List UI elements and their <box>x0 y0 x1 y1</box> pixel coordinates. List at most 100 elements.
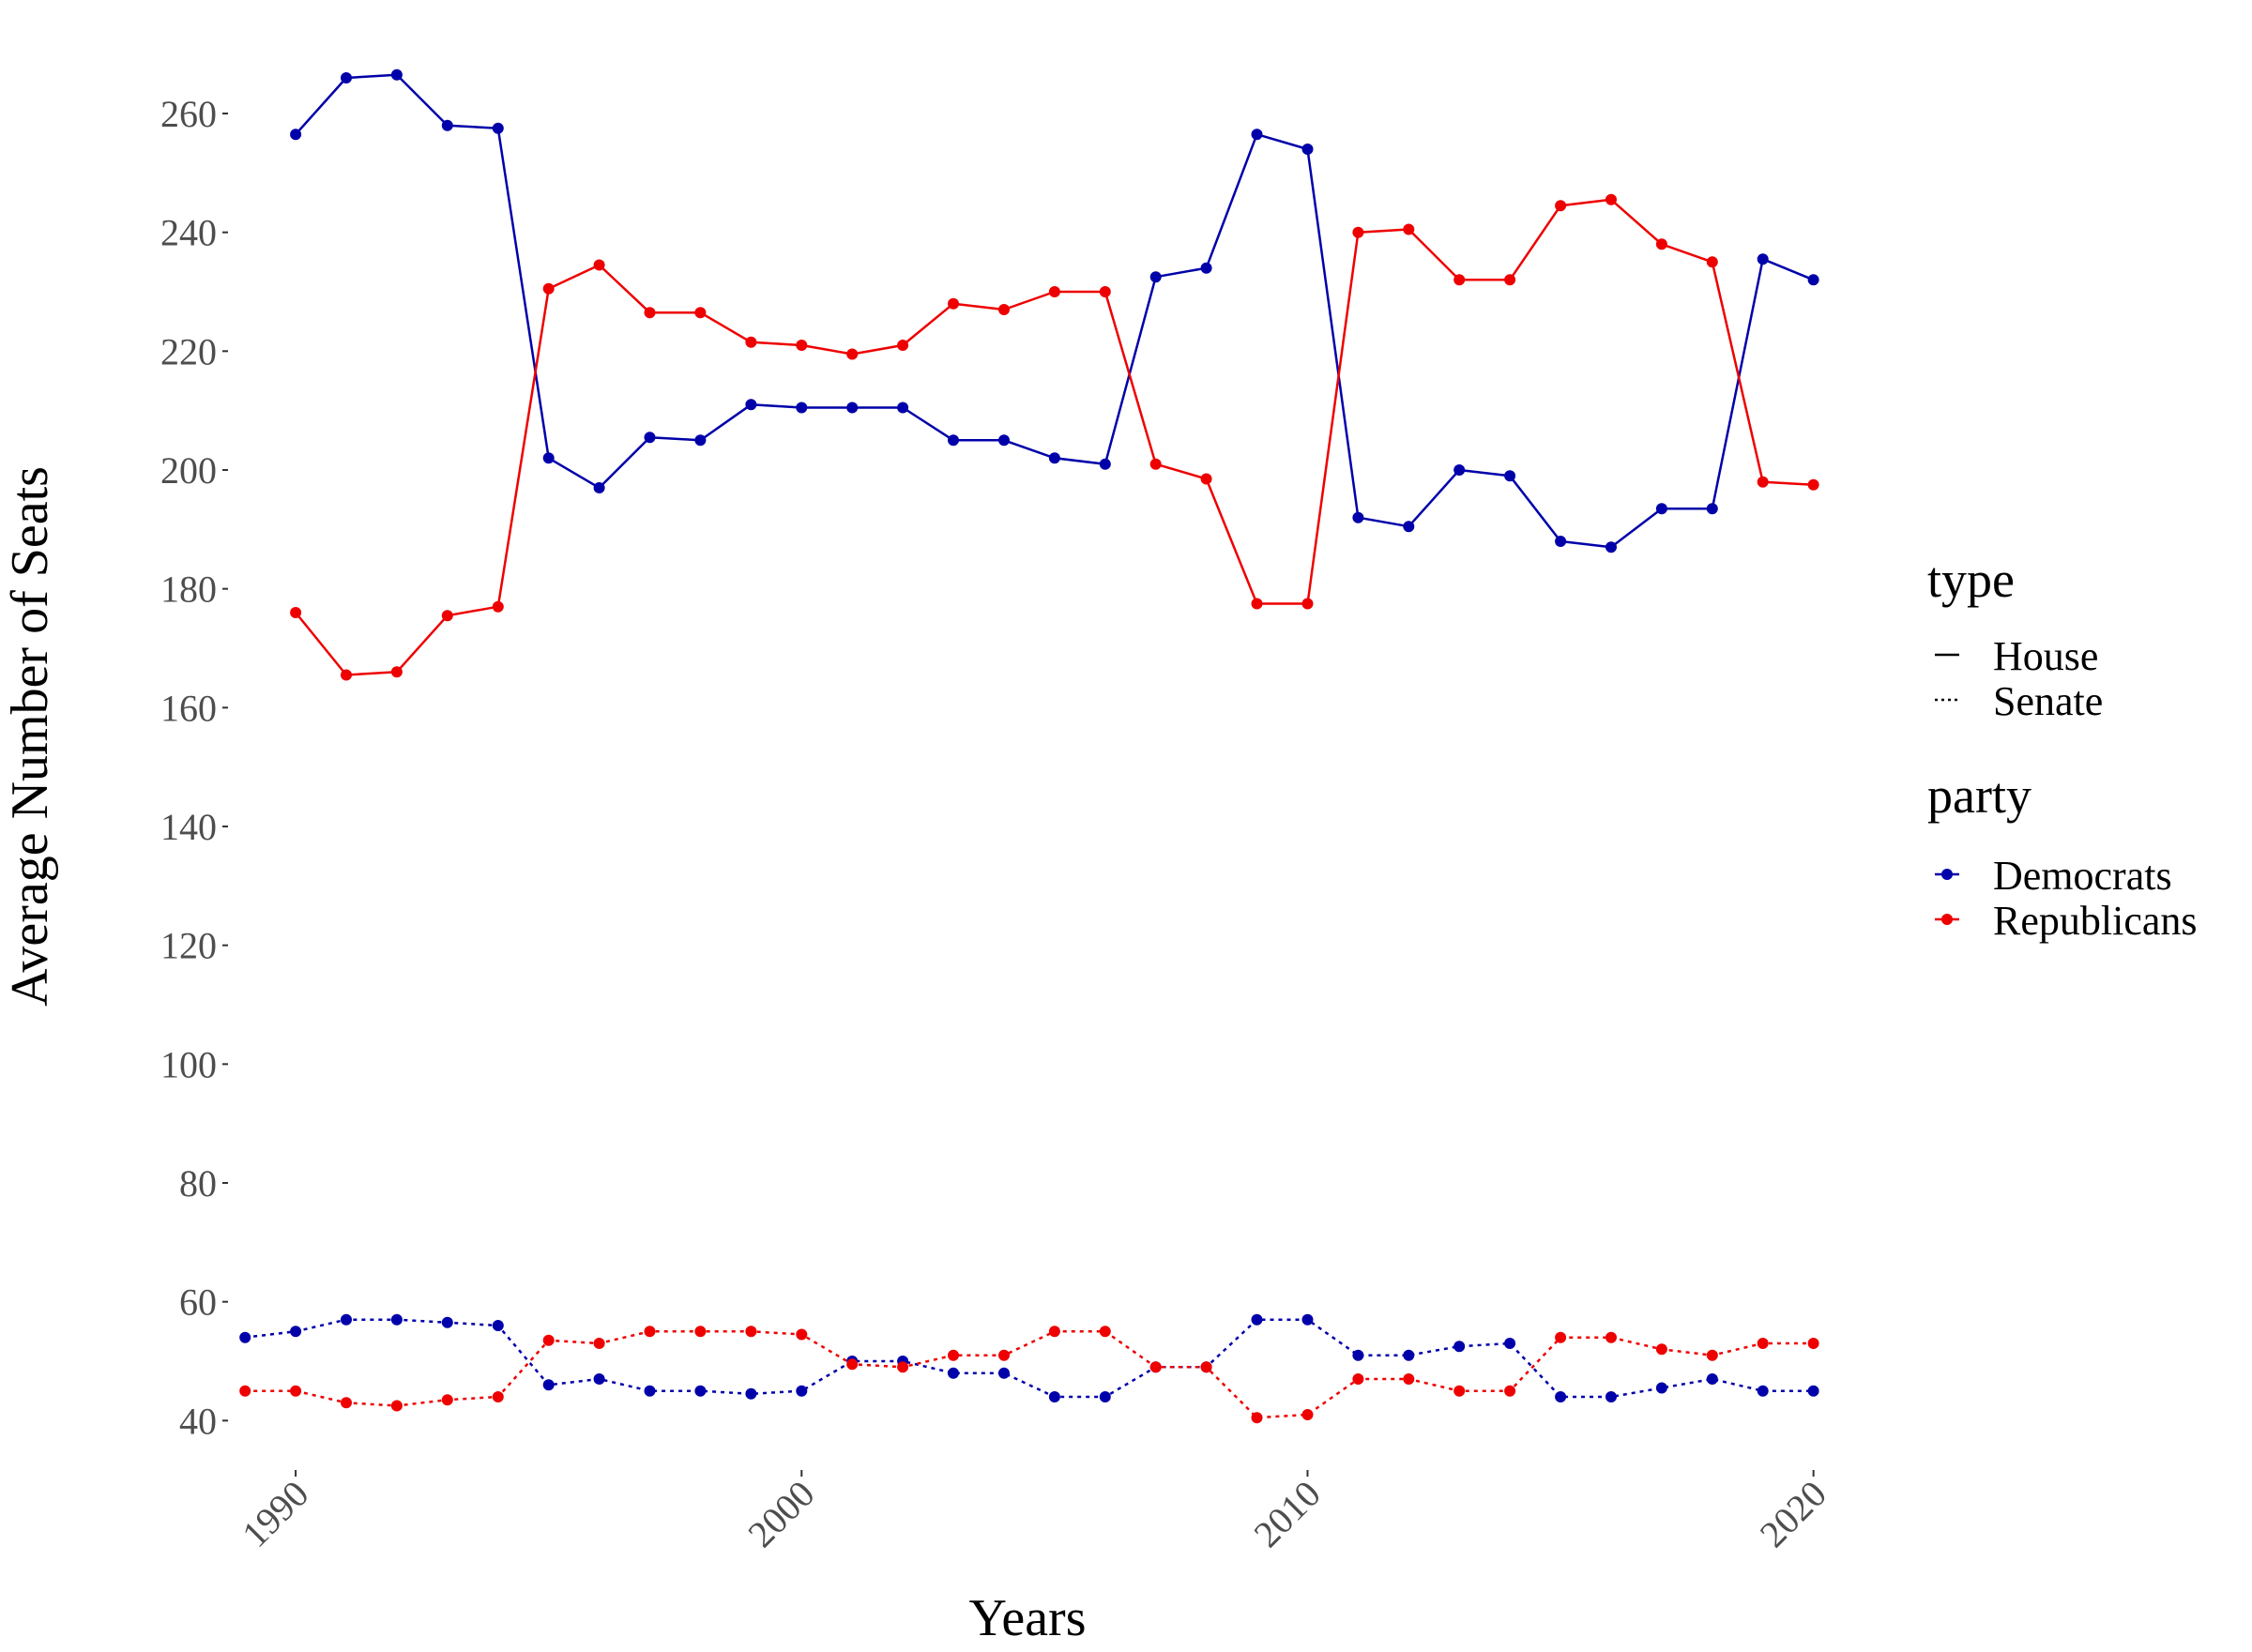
data-point-democrats-house <box>441 119 453 131</box>
data-point-democrats-senate <box>593 1373 605 1385</box>
data-point-republicans-house <box>1301 598 1314 610</box>
y-tick-label: 120 <box>160 925 217 967</box>
y-tick-label: 60 <box>179 1281 217 1324</box>
data-point-republicans-house <box>1048 286 1060 297</box>
data-point-democrats-senate <box>1504 1338 1516 1349</box>
data-point-democrats-senate <box>341 1313 352 1326</box>
data-point-republicans-house <box>1757 476 1769 488</box>
data-point-democrats-house <box>1403 521 1415 533</box>
data-point-republicans-senate <box>1555 1331 1567 1343</box>
data-point-republicans-senate <box>998 1349 1010 1361</box>
data-point-democrats-senate <box>1048 1391 1060 1402</box>
data-point-democrats-senate <box>998 1367 1010 1379</box>
data-point-republicans-senate <box>390 1400 403 1412</box>
legend-label-republicans: Republicans <box>1993 898 2198 944</box>
data-point-republicans-senate <box>1453 1385 1466 1397</box>
data-point-democrats-senate <box>1251 1313 1263 1326</box>
data-point-democrats-senate <box>390 1313 403 1326</box>
series-line-republicans-house <box>295 198 1814 676</box>
series-line-democrats-house <box>295 73 1815 549</box>
data-point-republicans-senate <box>239 1385 251 1397</box>
data-point-republicans-house <box>1706 256 1718 268</box>
data-point-democrats-senate <box>644 1385 656 1397</box>
data-point-republicans-senate <box>1757 1338 1769 1349</box>
data-point-republicans-senate <box>341 1397 352 1409</box>
data-point-republicans-house <box>1352 226 1364 238</box>
data-point-democrats-senate <box>1605 1391 1617 1402</box>
data-point-democrats-house <box>390 68 403 81</box>
data-point-republicans-senate <box>796 1328 808 1341</box>
x-tick-label: 1990 <box>234 1473 316 1555</box>
data-point-republicans-senate <box>644 1326 656 1338</box>
data-point-republicans-senate <box>897 1361 909 1373</box>
data-point-republicans-senate <box>1200 1361 1212 1373</box>
data-point-democrats-senate <box>441 1316 453 1328</box>
legend-label-democrats: Democrats <box>1993 853 2172 899</box>
y-tick-label: 40 <box>179 1400 217 1442</box>
data-point-republicans-house <box>1807 478 1819 491</box>
data-point-democrats-house <box>1453 464 1466 476</box>
data-point-republicans-house <box>1149 458 1162 470</box>
data-point-republicans-house <box>897 340 909 351</box>
data-point-democrats-senate <box>542 1379 555 1391</box>
data-point-democrats-house <box>1301 144 1314 155</box>
data-point-republicans-senate <box>745 1326 757 1338</box>
legend-title-party: party <box>1927 767 2031 824</box>
data-point-democrats-house <box>1099 458 1111 470</box>
data-point-republicans-house <box>492 600 504 613</box>
data-point-democrats-house <box>846 402 859 414</box>
x-axis: 1990 2000 2010 2020 <box>234 1470 1834 1555</box>
y-tick-label: 80 <box>179 1162 217 1205</box>
x-tick-label: 2010 <box>1245 1473 1328 1555</box>
data-point-democrats-house <box>948 434 959 447</box>
data-point-republicans-senate <box>1807 1338 1819 1349</box>
data-point-republicans-senate <box>1048 1326 1060 1338</box>
data-point-democrats-house <box>290 129 302 141</box>
legend: type House Senate party Democrats Republ… <box>1927 552 2198 944</box>
data-point-republicans-senate <box>694 1326 707 1338</box>
x-axis-title: Years <box>969 1589 1087 1647</box>
x-tick-label: 2020 <box>1752 1473 1834 1555</box>
data-point-democrats-house <box>1048 452 1060 464</box>
legend-label-house: House <box>1993 633 2098 679</box>
plot-lines <box>245 73 1815 1419</box>
y-tick-label: 100 <box>160 1043 217 1085</box>
y-axis: 40 60 80 100 120 140 160 180 200 220 240 260 <box>160 93 228 1442</box>
data-point-republicans-house <box>1251 598 1263 610</box>
data-point-democrats-house <box>897 402 909 414</box>
data-point-republicans-house <box>998 304 1010 315</box>
data-point-democrats-senate <box>1807 1385 1819 1397</box>
data-point-democrats-senate <box>492 1320 504 1331</box>
data-point-democrats-house <box>796 402 808 414</box>
series-line-democrats-senate <box>245 1318 1814 1399</box>
data-point-democrats-senate <box>1453 1341 1466 1353</box>
data-point-republicans-senate <box>948 1349 959 1361</box>
data-point-democrats-house <box>542 452 555 464</box>
data-point-republicans-house <box>341 669 352 681</box>
data-point-republicans-senate <box>542 1334 555 1346</box>
data-point-democrats-house <box>1555 536 1567 547</box>
data-point-democrats-house <box>694 434 707 447</box>
data-point-democrats-senate <box>1655 1382 1667 1394</box>
data-point-republicans-house <box>1504 274 1516 286</box>
data-point-republicans-house <box>745 336 757 348</box>
data-point-republicans-senate <box>1251 1412 1263 1424</box>
data-point-republicans-senate <box>1099 1326 1111 1338</box>
data-point-republicans-house <box>1655 238 1667 250</box>
y-tick-label: 160 <box>160 687 217 729</box>
data-point-democrats-house <box>1504 470 1516 482</box>
data-point-democrats-senate <box>1555 1391 1567 1402</box>
y-tick-label: 200 <box>160 449 217 492</box>
data-point-democrats-house <box>1251 129 1263 141</box>
data-point-republicans-house <box>846 348 859 360</box>
data-point-democrats-senate <box>694 1385 707 1397</box>
x-tick-label: 2000 <box>739 1473 822 1555</box>
data-point-democrats-house <box>1605 541 1617 553</box>
data-point-republicans-house <box>390 666 403 678</box>
data-point-republicans-house <box>1605 193 1617 205</box>
data-point-democrats-house <box>745 399 757 411</box>
data-point-democrats-house <box>1352 511 1364 523</box>
data-point-republicans-senate <box>1352 1373 1364 1385</box>
data-point-democrats-house <box>1655 503 1667 515</box>
data-point-republicans-senate <box>1149 1361 1162 1373</box>
